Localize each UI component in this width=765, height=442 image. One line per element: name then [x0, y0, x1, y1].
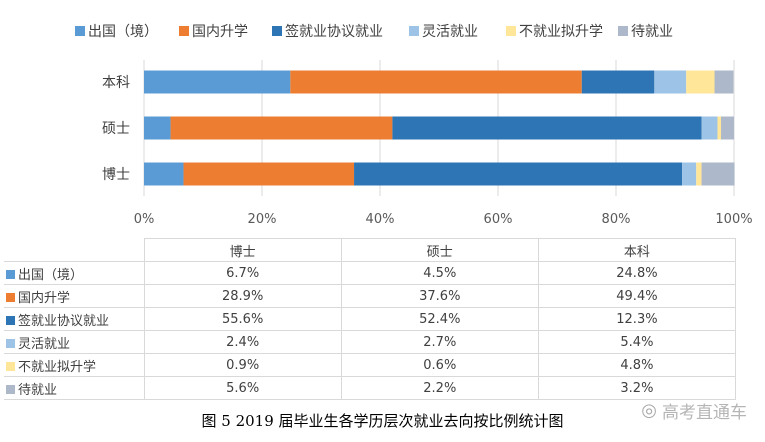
watermark: ◎ 高考直通车 — [641, 398, 747, 423]
chart-legend: 出国（境） 国内升学 签就业协议就业 灵活就业 不就业拟升学 待就业 — [75, 23, 673, 40]
row-header: 签就业协议就业 — [4, 307, 145, 331]
x-tick-label: 60% — [484, 212, 513, 227]
table-row: 灵活就业 2.4% 2.7% 5.4% — [4, 330, 737, 354]
table-cell: 6.7% — [143, 261, 342, 285]
category-label: 硕士 — [102, 121, 130, 137]
legend-swatch — [6, 361, 15, 371]
column-header: 硕士 — [340, 238, 539, 262]
bar-segment — [144, 116, 171, 140]
bar-segment — [144, 70, 291, 94]
watermark-text: 高考直通车 — [662, 403, 747, 423]
x-tick-label: 100% — [715, 212, 752, 227]
table-row: 待就业 5.6% 2.2% 3.2% — [4, 376, 737, 400]
legend-swatch — [179, 26, 189, 36]
table-cell: 12.3% — [537, 307, 737, 331]
bar-segment — [581, 70, 655, 94]
row-label: 签就业协议就业 — [18, 313, 110, 329]
bar-segment — [354, 162, 683, 186]
legend-swatch — [6, 292, 15, 302]
row-label: 待就业 — [18, 382, 58, 398]
legend-swatch — [6, 315, 15, 325]
row-header: 出国（境） — [4, 261, 145, 285]
legend-swatch — [409, 26, 419, 36]
category-label: 博士 — [102, 166, 130, 183]
table-cell: 49.4% — [537, 284, 737, 308]
table-cell: 5.6% — [143, 376, 342, 400]
table-row: 签就业协议就业 55.6% 52.4% 12.3% — [4, 307, 737, 331]
column-header: 本科 — [537, 238, 737, 262]
legend-swatch — [6, 269, 15, 279]
table-cell: 0.9% — [143, 353, 342, 377]
row-header: 国内升学 — [4, 284, 145, 308]
legend-label: 签就业协议就业 — [285, 23, 383, 40]
column-header: 博士 — [143, 238, 342, 262]
bar-segment — [717, 116, 722, 140]
bar-segment — [682, 162, 697, 186]
table-cell: 55.6% — [143, 307, 342, 331]
bar-segment — [686, 70, 715, 94]
table-cell: 3.2% — [537, 376, 737, 400]
row-label: 国内升学 — [18, 290, 71, 306]
bar-segment — [714, 70, 734, 94]
legend-swatch — [506, 26, 516, 36]
bar-segment — [701, 162, 735, 186]
table-cell: 4.8% — [537, 353, 737, 377]
bar-segment — [721, 116, 734, 140]
row-label: 出国（境） — [18, 267, 84, 283]
row-header: 灵活就业 — [4, 330, 145, 354]
x-tick-label: 20% — [248, 212, 277, 227]
bar-segment — [696, 162, 702, 186]
bar-segment — [392, 116, 702, 140]
bar-segment — [290, 70, 582, 94]
table-cell: 0.6% — [340, 353, 539, 377]
legend-label: 出国（境） — [88, 24, 158, 40]
legend-label: 待就业 — [631, 24, 673, 40]
table-corner — [4, 239, 144, 262]
table-row: 出国（境） 6.7% 4.5% 24.8% — [4, 261, 737, 285]
bar-segment — [701, 116, 718, 140]
table-header-row: 博士 硕士 本科 — [4, 238, 737, 262]
row-header: 待就业 — [4, 376, 145, 400]
x-tick-label: 0% — [134, 212, 155, 227]
table-cell: 52.4% — [340, 307, 539, 331]
legend-label: 不就业拟升学 — [519, 24, 603, 40]
legend-swatch — [618, 26, 628, 36]
table-cell: 2.7% — [340, 330, 539, 354]
bar-segment — [144, 162, 184, 186]
figure-caption: 图 5 2019 届毕业生各学历层次就业去向按比例统计图 — [201, 412, 564, 430]
x-axis-ticks: 0% 20% 40% 60% 80% 100% — [134, 212, 753, 227]
legend-swatch — [272, 26, 282, 36]
x-tick-label: 40% — [366, 212, 395, 227]
table-cell: 2.4% — [143, 330, 342, 354]
legend-swatch — [6, 384, 15, 394]
table-cell: 4.5% — [340, 261, 539, 285]
table-cell: 5.4% — [537, 330, 737, 354]
bar-segment — [654, 70, 687, 94]
table-cell: 2.2% — [340, 376, 539, 400]
bar-segment — [170, 116, 393, 140]
table-cell: 37.6% — [340, 284, 539, 308]
data-table: 博士 硕士 本科 出国（境） 6.7% 4.5% 24.8% 国内升学 28.9% 37.6… — [4, 238, 737, 400]
table-cell: 28.9% — [143, 284, 342, 308]
row-label: 不就业拟升学 — [18, 359, 97, 375]
row-label: 灵活就业 — [18, 336, 71, 352]
category-label: 本科 — [102, 75, 130, 91]
table-cell: 24.8% — [537, 261, 737, 285]
table-row: 不就业拟升学 0.9% 0.6% 4.8% — [4, 353, 737, 377]
chart-bars — [144, 70, 735, 186]
table-row: 国内升学 28.9% 37.6% 49.4% — [4, 284, 737, 308]
wechat-icon: ◎ — [641, 400, 657, 421]
legend-label: 国内升学 — [192, 24, 248, 40]
legend-label: 灵活就业 — [422, 24, 478, 40]
legend-swatch — [75, 26, 85, 36]
row-header: 不就业拟升学 — [4, 353, 145, 377]
legend-swatch — [6, 338, 15, 348]
bar-segment — [183, 162, 355, 186]
x-tick-label: 80% — [602, 212, 631, 227]
